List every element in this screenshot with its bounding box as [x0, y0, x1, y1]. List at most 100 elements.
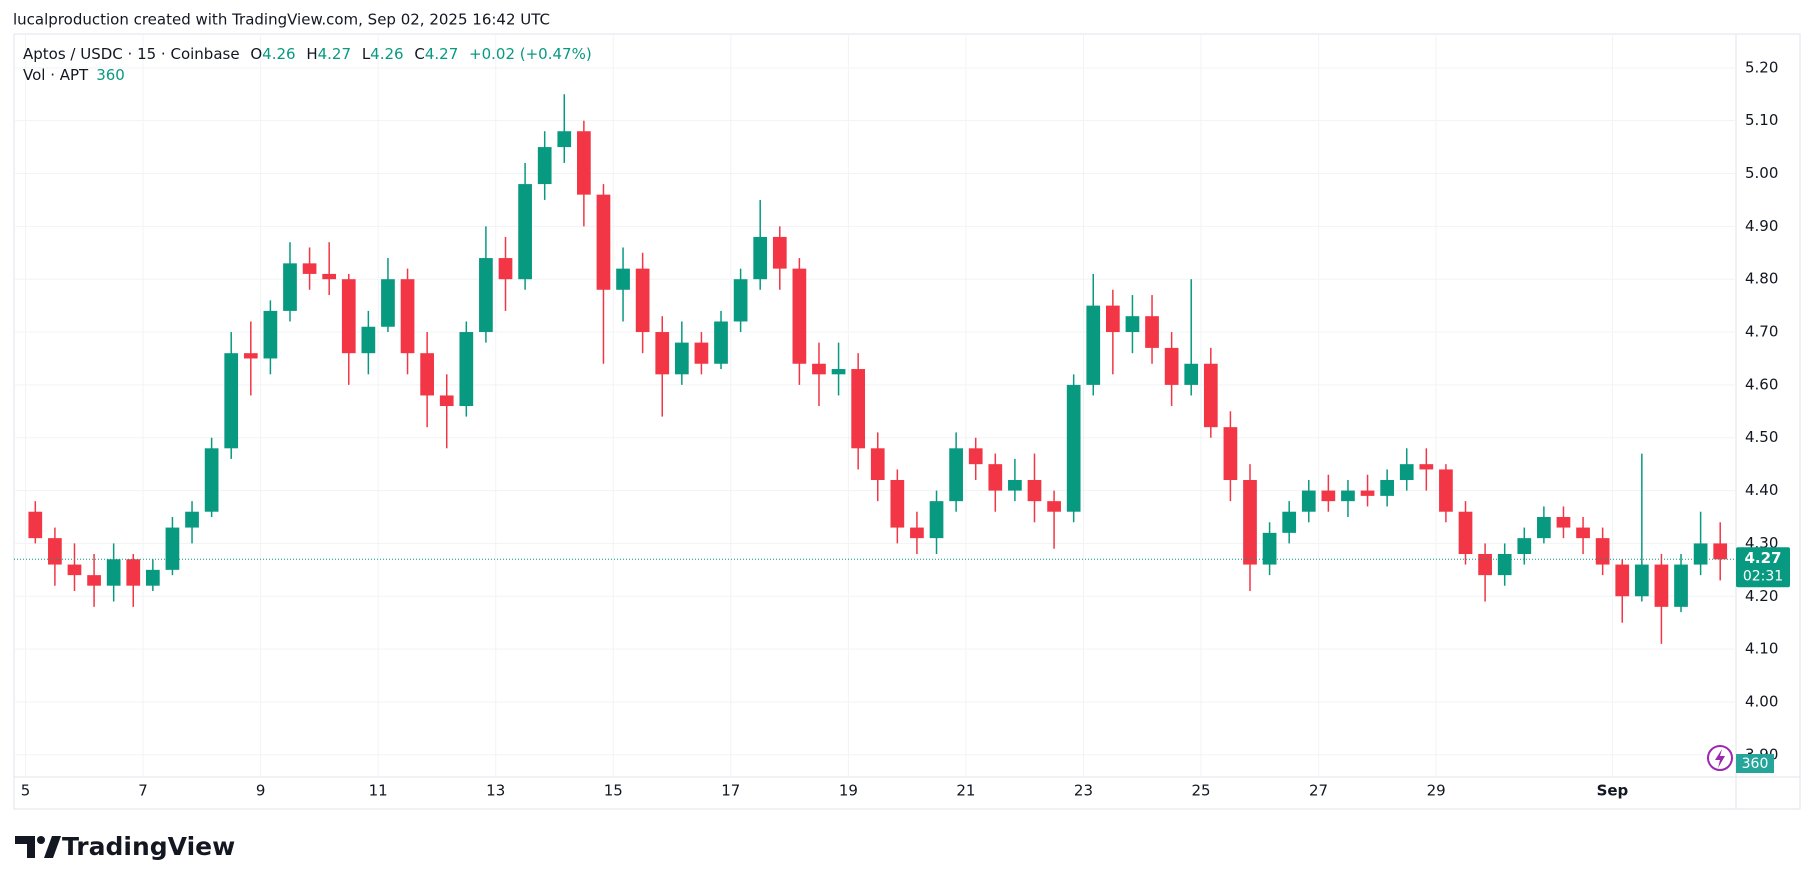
candle-body	[439, 395, 454, 407]
change: +0.02 (+0.47%)	[469, 45, 592, 63]
candle-body	[145, 569, 160, 586]
candle-body	[126, 559, 141, 586]
candle-body	[1634, 564, 1649, 597]
candle-body	[381, 279, 395, 327]
candle-body	[733, 279, 748, 322]
x-tick-label: Sep	[1597, 782, 1629, 800]
open-label: O	[250, 45, 262, 63]
candle-body	[1086, 305, 1101, 385]
volume-label: Vol · APT	[23, 66, 89, 84]
candle-body	[1674, 564, 1688, 607]
x-tick-label: 5	[21, 782, 31, 800]
candle-body	[988, 464, 1003, 491]
candle-body	[1125, 316, 1140, 333]
legend: Aptos / USDC · 15 · Coinbase O4.26 H4.27…	[23, 45, 592, 63]
candle-body	[1537, 517, 1551, 539]
candle-body	[616, 268, 630, 290]
candle-body	[400, 279, 415, 354]
candle-body	[1301, 490, 1316, 512]
candle-body	[870, 448, 885, 481]
candle-body	[674, 342, 689, 375]
candle-body	[1105, 305, 1120, 333]
candle-body	[322, 273, 337, 280]
candle-body	[714, 321, 728, 364]
candle-body	[28, 511, 43, 539]
open: 4.26	[262, 45, 295, 63]
candle-body	[67, 564, 82, 576]
candle-body	[772, 236, 787, 269]
candle-body	[341, 279, 356, 354]
x-tick-label: 13	[486, 782, 505, 800]
high: 4.27	[318, 45, 351, 63]
candle-body	[635, 268, 650, 333]
high-label: H	[306, 45, 317, 63]
candle-body	[518, 184, 532, 280]
candle-body	[1145, 316, 1159, 348]
candle-body	[498, 258, 513, 280]
chart-frame	[13, 33, 1801, 810]
candle-body	[1458, 511, 1473, 554]
credit: lucalproduction created with TradingView…	[13, 11, 550, 29]
candle-body	[537, 147, 552, 185]
volume: 360	[96, 66, 125, 84]
y-tick-label: 4.70	[1745, 323, 1778, 341]
candle-body	[185, 511, 199, 528]
candle-body	[1203, 363, 1218, 428]
x-tick-label: 15	[604, 782, 623, 800]
x-tick-label: 21	[956, 782, 975, 800]
x-tick-label: 17	[721, 782, 740, 800]
candle-body	[479, 258, 493, 333]
candle-body	[1576, 527, 1590, 539]
candle-body	[1184, 363, 1199, 385]
y-tick-label: 4.10	[1745, 640, 1778, 658]
candle-body	[851, 369, 866, 449]
candle-body	[792, 268, 807, 364]
logo: TradingView	[15, 832, 235, 861]
candle-body	[596, 194, 611, 290]
candle-body	[87, 575, 101, 586]
candle-body	[106, 559, 121, 586]
volume-badge	[1736, 754, 1774, 773]
y-tick-label: 4.60	[1745, 375, 1778, 393]
candle-body	[1380, 480, 1394, 496]
candle-body	[890, 480, 905, 528]
close-label: C	[414, 45, 424, 63]
candle-body	[283, 263, 297, 311]
candle-body	[165, 527, 180, 570]
countdown: 02:31	[1743, 568, 1783, 584]
candle-body	[1027, 480, 1042, 502]
candle-body	[1262, 532, 1277, 565]
candles	[28, 94, 1728, 644]
candle-body	[577, 131, 591, 195]
x-tick-label: 7	[138, 782, 148, 800]
candle-body	[263, 310, 278, 359]
candle-body	[1399, 464, 1414, 481]
volume-badge-text: 360	[1742, 756, 1769, 772]
candle-body	[929, 501, 944, 539]
candle-body	[1595, 538, 1610, 565]
x-tick-label: 25	[1191, 782, 1210, 800]
candle-body	[812, 363, 826, 375]
candle-body	[420, 353, 434, 396]
y-tick-label: 5.10	[1745, 111, 1778, 129]
low: 4.26	[370, 45, 403, 63]
volume-legend: Vol · APT 360	[23, 66, 125, 84]
low-label: L	[362, 45, 371, 63]
candle-body	[753, 236, 768, 280]
grid: 3.904.004.104.204.304.404.504.604.704.80…	[14, 34, 1778, 800]
candle-body	[1047, 501, 1061, 512]
y-tick-label: 4.00	[1745, 692, 1778, 710]
x-tick-label: 19	[839, 782, 858, 800]
candle-body	[1419, 464, 1434, 470]
candle-body	[1223, 427, 1238, 481]
alert-bolt	[1715, 749, 1725, 768]
x-tick-label: 9	[256, 782, 266, 800]
candle-body	[48, 538, 62, 565]
close: 4.27	[425, 45, 458, 63]
price-badge	[1736, 547, 1790, 588]
candle-body	[557, 131, 572, 148]
candle-body	[243, 353, 258, 359]
candle-body	[459, 332, 474, 407]
symbol: Aptos / USDC · 15 · Coinbase	[23, 45, 240, 63]
